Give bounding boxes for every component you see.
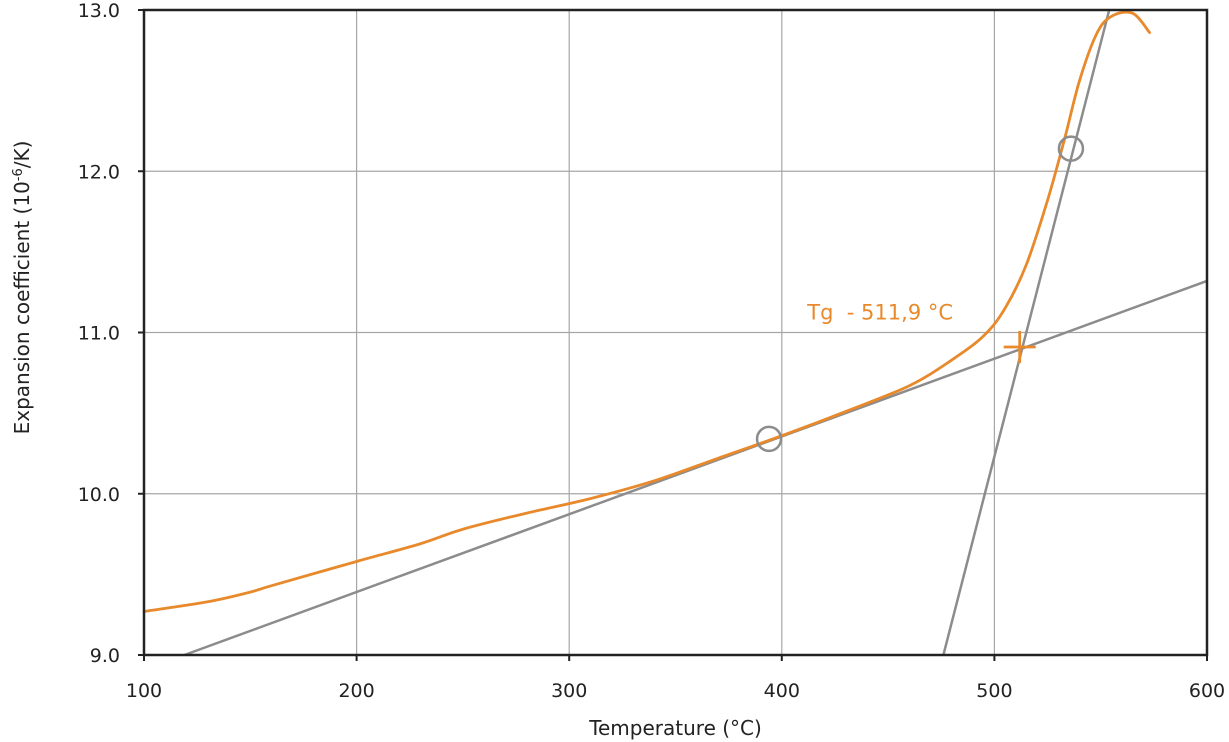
circle-marker (1057, 135, 1085, 162)
tangent-line (183, 279, 1208, 657)
x-tick-label: 600 (1189, 680, 1225, 702)
reference-lines (183, 9, 1208, 657)
y-tick-label: 9.0 (90, 645, 120, 667)
data-series (142, 10, 1151, 613)
y-axis-label-main: Expansion coefficient (10 (10, 181, 34, 434)
y-axis-label-superscript: -6 (11, 168, 26, 181)
y-axis-label-tail: /K) (10, 141, 34, 169)
x-tick-label: 100 (126, 680, 162, 702)
y-axis-label: Expansion coefficient (10-6/K) (10, 141, 34, 435)
tg-cross-marker (1003, 331, 1036, 364)
tangent-line (942, 9, 1111, 656)
y-tick-label: 13.0 (78, 0, 120, 22)
expansion-curve (142, 10, 1151, 613)
grid (144, 10, 1207, 655)
x-tick-label: 400 (764, 680, 800, 702)
annotations: Tg - 511,9 °C (806, 301, 953, 325)
x-tick-label: 300 (551, 680, 587, 702)
x-tick-label: 500 (976, 680, 1012, 702)
circle-marker (755, 425, 783, 453)
y-tick-label: 11.0 (78, 323, 120, 345)
tick-labels: 100 200 300 400 500 600 9.0 10.0 11.0 12.0 13.0 (78, 0, 1225, 702)
x-axis-label: Temperature (°C) (588, 716, 762, 740)
markers (755, 135, 1085, 453)
tg-annotation: Tg - 511,9 °C (806, 301, 953, 325)
y-tick-label: 10.0 (78, 484, 120, 506)
x-tick-label: 200 (338, 680, 374, 702)
y-tick-label: 12.0 (78, 161, 120, 183)
